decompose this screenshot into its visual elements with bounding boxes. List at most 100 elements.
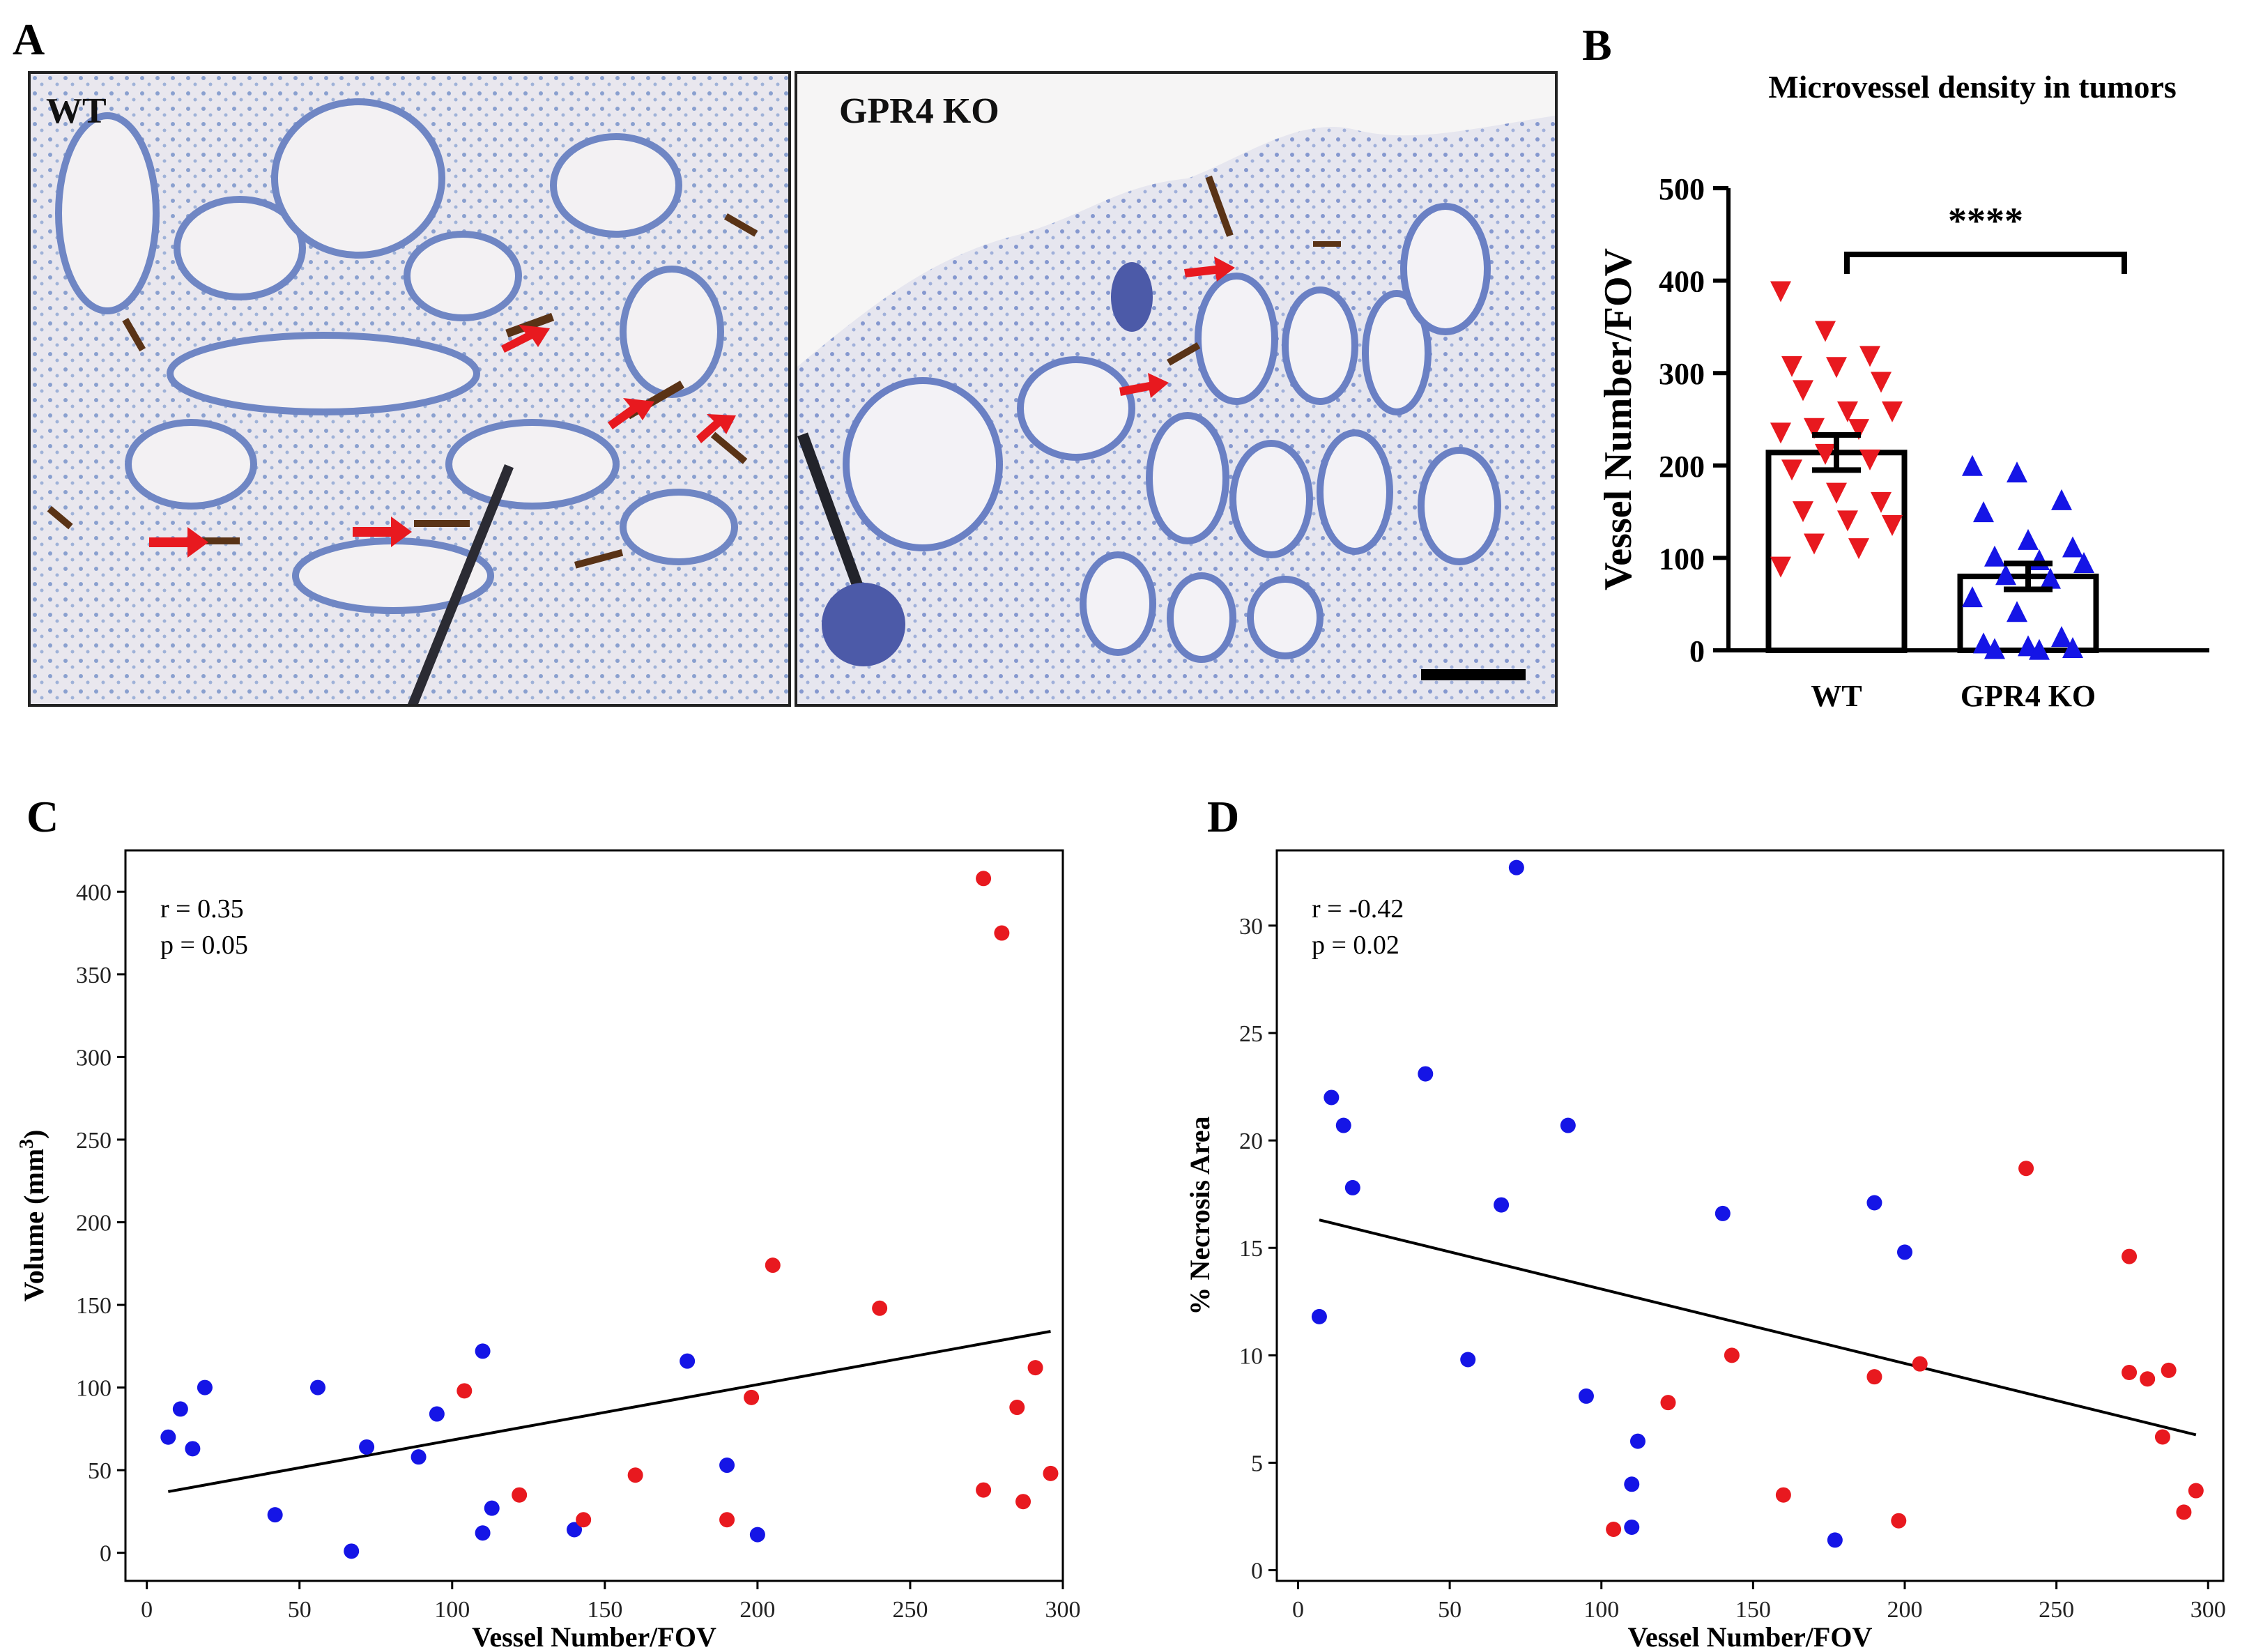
y-tick-label: 350	[76, 963, 112, 988]
data-point-wt	[2176, 1504, 2192, 1520]
data-point-gpr4-ko	[1460, 1352, 1476, 1368]
data-point-wt	[1837, 510, 1858, 532]
x-tick-label: 100	[1583, 1597, 1619, 1623]
data-point-ko	[1962, 454, 1983, 476]
x-axis-label: Vessel Number/FOV	[1628, 1621, 1873, 1652]
data-point-gpr4-ko	[1624, 1476, 1640, 1492]
data-point-wt	[1606, 1522, 1622, 1538]
x-tick-label: 200	[1887, 1597, 1922, 1623]
x-tick-label: 300	[1045, 1597, 1081, 1623]
data-point-wt	[1866, 1369, 1882, 1385]
panel-letter-c: C	[26, 792, 59, 841]
y-tick-label: 100	[76, 1376, 112, 1402]
wt-histology-image: WT	[28, 71, 791, 707]
data-point-ko	[2062, 536, 2083, 558]
panel-letter-d: D	[1207, 792, 1240, 841]
data-point-wt	[1859, 346, 1880, 367]
x-tick-label: 250	[2039, 1597, 2074, 1623]
plot-frame	[1275, 849, 2225, 1582]
y-axis-label-superscript: 3	[16, 1139, 38, 1149]
data-point-wt	[2188, 1483, 2204, 1499]
gpr4ko-histology-image: GPR4 KO	[795, 71, 1558, 707]
data-point-ko	[1984, 638, 2005, 659]
x-tick-label: 0	[141, 1597, 153, 1623]
data-point-gpr4-ko	[567, 1522, 583, 1538]
data-point-wt	[457, 1383, 473, 1399]
data-point-gpr4-ko	[1560, 1117, 1576, 1133]
data-point-gpr4-ko	[475, 1525, 491, 1541]
y-tick-label: 15	[1239, 1236, 1263, 1262]
data-point-wt	[1724, 1347, 1740, 1363]
data-point-gpr4-ko	[160, 1429, 176, 1445]
r-value: r = -0.42	[1312, 894, 1404, 924]
data-point-gpr4-ko	[1418, 1066, 1434, 1082]
data-point-gpr4-ko	[484, 1500, 500, 1516]
y-tick-label: 300	[76, 1045, 112, 1071]
data-point-wt	[765, 1257, 781, 1274]
gpr4ko-tissue-drawing: GPR4 KO	[797, 74, 1555, 704]
x-tick-label: 50	[1438, 1597, 1462, 1623]
chart-title: Microvessel density in tumors	[1768, 69, 2177, 105]
x-tick-label: 50	[288, 1597, 312, 1623]
data-point-gpr4-ko	[429, 1406, 445, 1422]
data-point-ko	[1973, 501, 1994, 523]
data-point-wt	[744, 1389, 760, 1405]
x-axis-label: Vessel Number/FOV	[472, 1621, 716, 1652]
data-point-wt	[1882, 514, 1903, 536]
x-tick-label: 200	[739, 1597, 775, 1623]
data-point-gpr4-ko	[1578, 1388, 1594, 1404]
x-tick-label: 300	[2191, 1597, 2226, 1623]
data-point-wt	[1837, 401, 1858, 422]
data-point-gpr4-ko	[1866, 1195, 1882, 1211]
data-point-ko	[2073, 552, 2094, 574]
data-point-wt	[1815, 443, 1836, 465]
data-point-wt	[1770, 556, 1791, 578]
data-point-ko	[1962, 586, 1983, 608]
data-point-gpr4-ko	[1324, 1089, 1340, 1106]
x-tick-label: 0	[1292, 1597, 1304, 1623]
data-point-ko	[2029, 549, 2050, 571]
data-point-wt	[1043, 1465, 1059, 1481]
significance-bracket	[1844, 252, 2127, 274]
r-value: r = 0.35	[160, 894, 244, 924]
data-point-wt	[1660, 1395, 1676, 1411]
data-point-gpr4-ko	[197, 1379, 213, 1395]
x-tick-label: 150	[1735, 1597, 1771, 1623]
data-point-gpr4-ko	[411, 1449, 427, 1465]
y-tick-label: 200	[76, 1210, 112, 1236]
y-tick-label: 250	[76, 1128, 112, 1154]
data-point-ko	[1984, 545, 2005, 567]
data-point-gpr4-ko	[1311, 1308, 1327, 1324]
data-point-ko	[2018, 528, 2039, 550]
gpr4ko-label: GPR4 KO	[839, 91, 999, 131]
y-tick-label: 0	[100, 1541, 112, 1567]
wt-label: WT	[46, 91, 107, 131]
p-value: p = 0.02	[1312, 931, 1399, 960]
data-point-ko	[1973, 632, 1994, 654]
scale-bar	[1421, 669, 1526, 680]
data-point-ko	[2029, 638, 2050, 660]
y-tick-label: 10	[1239, 1343, 1263, 1369]
data-point-ko	[1995, 564, 2016, 586]
data-point-ko	[2040, 567, 2061, 589]
data-point-gpr4-ko	[359, 1439, 375, 1455]
data-point-wt	[976, 1482, 992, 1498]
data-point-gpr4-ko	[172, 1401, 188, 1417]
y-tick-label: 150	[76, 1293, 112, 1319]
data-point-wt	[1015, 1494, 1031, 1510]
panel-letter-b: B	[1582, 20, 1612, 70]
y-tick-label: 30	[1239, 914, 1263, 940]
data-point-gpr4-ko	[185, 1441, 201, 1457]
y-axis-label: Volume (mm3)	[16, 1130, 50, 1302]
data-point-gpr4-ko	[1335, 1117, 1351, 1133]
y-tick-label: 20	[1239, 1129, 1263, 1154]
data-point-ko	[2062, 637, 2083, 659]
data-point-wt	[1027, 1360, 1043, 1376]
y-tick-label: 400	[76, 880, 112, 905]
data-point-wt	[1912, 1356, 1928, 1372]
data-point-wt	[1826, 357, 1847, 378]
necrosis-scatter-chart: 0 50 100 150 200 250 300 0 5 10 15 20 25 30 Vessel Num…	[1184, 849, 2226, 1652]
x-tick-label: 150	[587, 1597, 622, 1623]
data-point-wt	[1859, 449, 1880, 471]
data-point-wt	[1891, 1513, 1907, 1529]
